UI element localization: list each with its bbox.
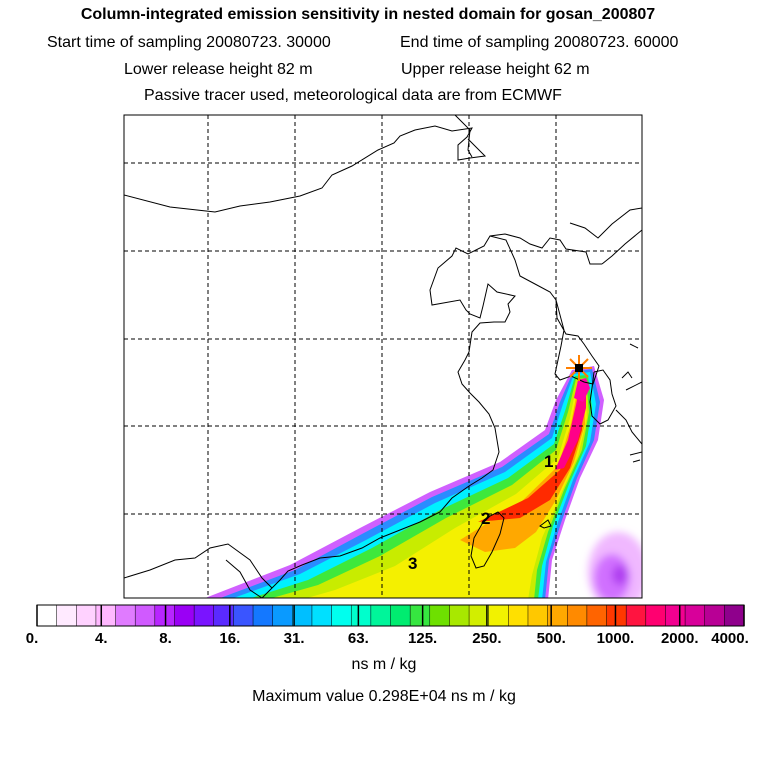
colorbar-cell bbox=[193, 604, 215, 627]
colorbar-cell bbox=[704, 604, 725, 627]
upper-release-label: Upper release height 62 m bbox=[401, 61, 590, 78]
colorbar-cell bbox=[488, 604, 509, 627]
colorbar-cell bbox=[527, 604, 549, 627]
trajectory-label-2: 2 bbox=[481, 509, 490, 528]
colorbar-cell bbox=[36, 604, 58, 627]
trajectory-label-3: 3 bbox=[408, 554, 417, 573]
colorbar-cell bbox=[115, 604, 136, 627]
colorbar-cell bbox=[134, 604, 156, 627]
colorbar-cell bbox=[213, 604, 234, 627]
colorbar-cell bbox=[429, 604, 450, 627]
colorbar-tick-label: 500. bbox=[536, 630, 566, 647]
map-frame bbox=[123, 114, 643, 599]
maximum-value-label: Maximum value 0.298E+04 ns m / kg bbox=[252, 688, 516, 705]
colorbar-tick-label: 31. bbox=[283, 630, 305, 647]
map-plot-area: 1 2 3 bbox=[124, 115, 642, 598]
colorbar-tick-label: 125. bbox=[408, 630, 438, 647]
colorbar-cell bbox=[174, 604, 195, 627]
colorbar-tick-label: 16. bbox=[219, 630, 241, 647]
plume-band-core bbox=[574, 378, 590, 402]
sensitivity-plume bbox=[205, 366, 642, 598]
colorbar-tick-label: 1000. bbox=[596, 630, 635, 647]
colorbar-cell bbox=[56, 604, 77, 627]
colorbar-cell bbox=[233, 604, 254, 627]
plume-band-magenta bbox=[555, 384, 586, 470]
colorbar-cell bbox=[468, 604, 490, 627]
release-site-dot-icon bbox=[575, 364, 583, 372]
start-time-label: Start time of sampling 20080723. 30000 bbox=[47, 34, 331, 51]
colorbar-frame bbox=[36, 604, 745, 627]
colorbar-cell bbox=[449, 604, 470, 627]
colorbar-tick-label: 4. bbox=[95, 630, 108, 647]
colorbar-units: ns m / kg bbox=[351, 656, 417, 673]
plume-band-orange bbox=[460, 386, 585, 552]
colorbar-cell bbox=[76, 604, 97, 627]
colorbar-cell bbox=[409, 604, 431, 627]
colorbar-tick-label: 250. bbox=[472, 630, 502, 647]
colorbar-cell bbox=[95, 604, 117, 627]
colorbar-cell bbox=[724, 604, 745, 627]
trajectory-label-1: 1 bbox=[544, 452, 553, 471]
colorbar-cell bbox=[350, 604, 372, 627]
colorbar-cell bbox=[684, 604, 706, 627]
colorbar-tick-label: 63. bbox=[347, 630, 369, 647]
colorbar bbox=[36, 604, 745, 627]
lower-release-label: Lower release height 82 m bbox=[124, 61, 313, 78]
colorbar-cell bbox=[370, 604, 392, 627]
colorbar-tick-label: 2000. bbox=[660, 630, 699, 647]
lat-lon-grid bbox=[124, 115, 642, 598]
end-time-label: End time of sampling 20080723. 60000 bbox=[400, 34, 679, 51]
colorbar-tick-label: 0. bbox=[25, 630, 39, 647]
colorbar-cell bbox=[311, 604, 333, 627]
colorbar-cell bbox=[567, 604, 588, 627]
colorbar-cell bbox=[508, 604, 529, 627]
colorbar-cell bbox=[252, 604, 274, 627]
colorbar-cell bbox=[586, 604, 608, 627]
colorbar-tick-label: 8. bbox=[159, 630, 172, 647]
colorbar-cell bbox=[272, 604, 293, 627]
tracer-info-label: Passive tracer used, meteorological data… bbox=[144, 87, 562, 104]
southeast-patch bbox=[588, 532, 642, 598]
figure-title: Column-integrated emission sensitivity i… bbox=[80, 6, 656, 23]
colorbar-cell bbox=[645, 604, 666, 627]
colorbar-cell bbox=[331, 604, 352, 627]
colorbar-cell bbox=[625, 604, 647, 627]
colorbar-tick-label: 4000. bbox=[711, 630, 749, 647]
colorbar-cell bbox=[390, 604, 411, 627]
colorbar-cell bbox=[665, 604, 686, 627]
colorbar-cell bbox=[292, 604, 313, 627]
colorbar-cell bbox=[606, 604, 627, 627]
